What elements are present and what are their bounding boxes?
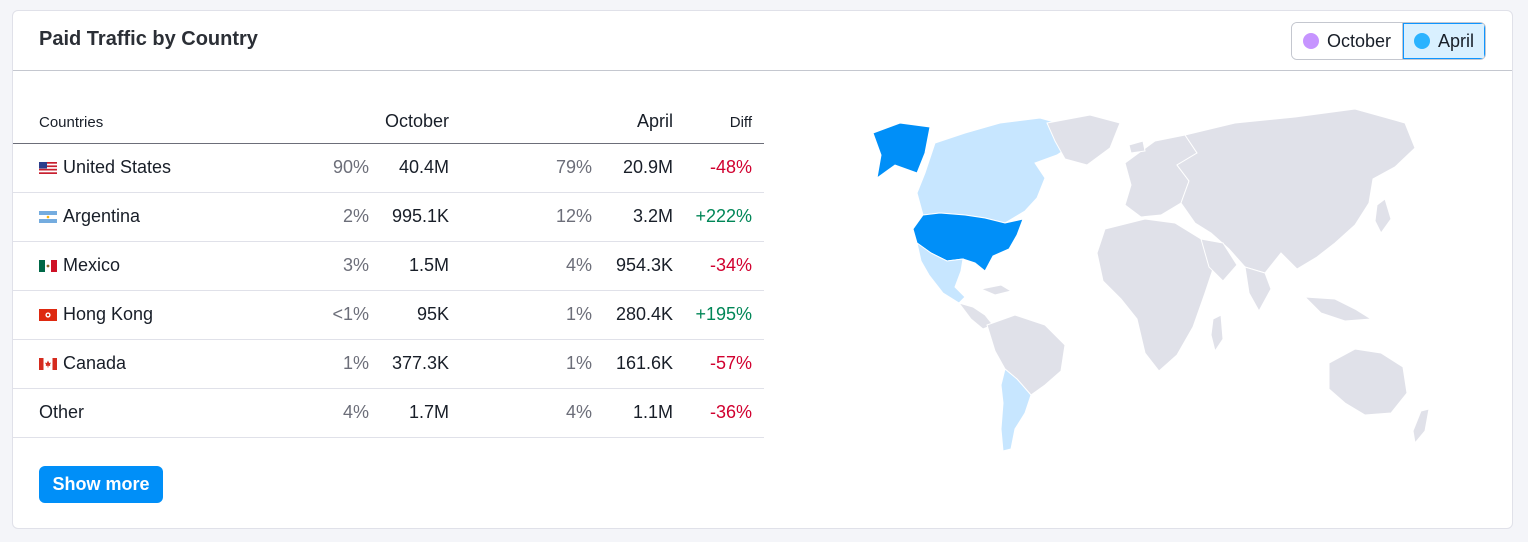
- country-table: Countries October April Diff United Stat…: [13, 102, 764, 438]
- header-diff[interactable]: Diff: [729, 114, 752, 131]
- map-region-asia[interactable]: [1176, 108, 1416, 274]
- table-row: Hong Kong <1% 95K 1% 280.4K +195%: [13, 291, 764, 340]
- october-share: 90%: [332, 157, 369, 177]
- october-value: 1.7M: [408, 402, 449, 422]
- map-country-greenland[interactable]: [1046, 114, 1121, 166]
- country-name: United States: [63, 157, 172, 177]
- diff-value: +222%: [695, 206, 752, 226]
- map-country-iceland[interactable]: [1128, 140, 1146, 154]
- april-value: 20.9M: [622, 157, 673, 177]
- october-share: 3%: [342, 255, 369, 275]
- us-flag-icon: [39, 161, 57, 174]
- diff-value: -48%: [709, 157, 752, 177]
- country-name: Argentina: [63, 206, 141, 226]
- diff-value: -34%: [709, 255, 752, 275]
- diff-value: +195%: [695, 304, 752, 324]
- legend-april-label: April: [1437, 30, 1474, 51]
- country-cell[interactable]: Mexico: [39, 255, 120, 276]
- april-value: 280.4K: [615, 304, 673, 324]
- mx-flag-icon: [39, 259, 57, 272]
- map-country-madagascar[interactable]: [1210, 314, 1224, 353]
- diff-value: -36%: [709, 402, 752, 422]
- country-cell: Other: [39, 402, 84, 423]
- table-row: Argentina 2% 995.1K 12% 3.2M +222%: [13, 193, 764, 242]
- map-country-new-zealand[interactable]: [1412, 408, 1430, 445]
- hk-flag-icon: [39, 308, 57, 321]
- country-name: Other: [39, 402, 85, 422]
- october-share: 2%: [342, 206, 369, 226]
- paid-traffic-card: Paid Traffic by Country October April Co…: [12, 10, 1513, 529]
- table-row: Mexico 3% 1.5M 4% 954.3K -34%: [13, 242, 764, 291]
- table-row: Other 4% 1.7M 4% 1.1M -36%: [13, 389, 764, 438]
- legend-october-button[interactable]: October: [1291, 23, 1402, 59]
- map-region-south-asia[interactable]: [1200, 238, 1238, 282]
- april-value: 161.6K: [615, 353, 673, 373]
- map-country-japan[interactable]: [1374, 198, 1392, 234]
- april-share: 1%: [565, 304, 592, 324]
- april-share: 79%: [555, 157, 592, 177]
- map-region-africa[interactable]: [1096, 218, 1216, 372]
- country-name: Hong Kong: [63, 304, 154, 324]
- april-value: 1.1M: [632, 402, 673, 422]
- header-countries[interactable]: Countries: [39, 114, 104, 131]
- period-toggle: October April: [1290, 22, 1486, 60]
- october-share: 4%: [342, 402, 369, 422]
- table-header: Countries October April Diff: [13, 102, 764, 144]
- october-share: 1%: [342, 353, 369, 373]
- table-row: United States 90% 40.4M 79% 20.9M -48%: [13, 144, 764, 193]
- april-dot-icon: [1413, 33, 1430, 49]
- april-share: 4%: [565, 402, 592, 422]
- country-name: Canada: [63, 353, 127, 373]
- country-cell[interactable]: Hong Kong: [39, 304, 153, 325]
- map-country-alaska[interactable]: [872, 122, 931, 180]
- show-more-button[interactable]: Show more: [39, 466, 163, 503]
- map-region-caribbean[interactable]: [979, 284, 1013, 296]
- april-value: 954.3K: [615, 255, 673, 275]
- world-map: [872, 108, 1430, 452]
- map-country-mexico[interactable]: [916, 241, 966, 304]
- diff-value: -57%: [709, 353, 752, 373]
- map-country-india[interactable]: [1244, 266, 1272, 313]
- header-april[interactable]: April: [636, 111, 673, 131]
- widget-title: Paid Traffic by Country: [39, 28, 258, 50]
- october-value: 377.3K: [391, 353, 449, 373]
- october-dot-icon: [1302, 33, 1319, 49]
- table-row: Canada 1% 377.3K 1% 161.6K -57%: [13, 340, 764, 389]
- country-cell[interactable]: Canada: [39, 353, 126, 374]
- legend-april-button[interactable]: April: [1401, 23, 1485, 59]
- october-value: 995.1K: [391, 206, 449, 226]
- april-value: 3.2M: [632, 206, 673, 226]
- ar-flag-icon: [39, 210, 57, 223]
- country-cell[interactable]: United States: [39, 157, 171, 178]
- legend-october-label: October: [1326, 30, 1391, 51]
- map-country-argentina[interactable]: [1000, 368, 1032, 452]
- map-country-australia[interactable]: [1328, 348, 1408, 416]
- country-name: Mexico: [63, 255, 121, 275]
- country-cell[interactable]: Argentina: [39, 206, 140, 227]
- map-region-southeast-asia[interactable]: [1303, 296, 1373, 322]
- october-value: 40.4M: [398, 157, 449, 177]
- card-header: Paid Traffic by Country October April: [13, 11, 1512, 71]
- october-value: 1.5M: [408, 255, 449, 275]
- ca-flag-icon: [39, 357, 57, 370]
- october-value: 95K: [416, 304, 449, 324]
- april-share: 1%: [565, 353, 592, 373]
- april-share: 12%: [555, 206, 592, 226]
- map-region-south-america[interactable]: [986, 314, 1066, 396]
- april-share: 4%: [565, 255, 592, 275]
- october-share: <1%: [332, 304, 369, 324]
- header-october[interactable]: October: [384, 111, 449, 131]
